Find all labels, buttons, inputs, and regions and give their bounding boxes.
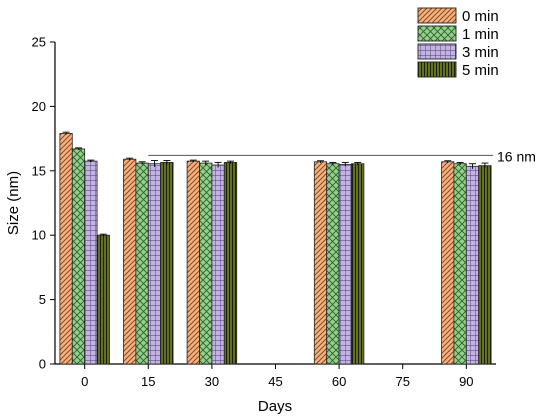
bar-3-min-day-30 [211,164,225,365]
bar-5-min-day-15 [160,162,174,365]
legend-swatch-0-min [417,7,457,24]
legend-label: 1 min [462,26,499,43]
bar-1-min-day-60 [326,163,340,365]
bar-0-min-day-30 [186,160,200,365]
reference-label: 16 nm [497,148,536,164]
bar-5-min-day-60 [351,163,365,365]
bar-1-min-day-30 [199,162,213,365]
legend-swatch-5-min [417,61,457,78]
bar-0-min-day-15 [123,158,137,365]
x-tick-label: 0 [81,374,88,389]
bar-0-min-day-90 [441,161,455,365]
legend-label: 3 min [462,44,499,61]
x-tick-label: 30 [205,374,219,389]
y-tick-label: 15 [32,163,46,178]
x-tick-label: 90 [459,374,473,389]
x-tick-label: 15 [141,374,155,389]
y-tick-label: 25 [32,35,46,50]
bar-1-min-day-0 [71,148,86,365]
legend-swatch-1-min [417,25,457,42]
bar-0-min-day-0 [59,133,73,365]
bar-1-min-day-15 [135,162,149,365]
bar-5-min-day-30 [223,162,238,365]
bar-1-min-day-90 [453,163,467,365]
x-axis-title: Days [258,398,292,415]
x-tick-label: 75 [395,374,409,389]
bar-5-min-day-0 [96,234,110,365]
y-tick-label: 20 [32,99,46,114]
bar-5-min-day-90 [478,165,492,365]
bar-0-min-day-60 [313,161,328,365]
bar-3-min-day-15 [147,163,162,365]
y-axis-title: Size (nm) [5,171,22,235]
legend-label: 5 min [462,62,499,79]
x-tick-label: 45 [268,374,282,389]
bar-3-min-day-90 [465,165,480,365]
y-tick-label: 0 [39,357,46,372]
y-tick-label: 5 [39,292,46,307]
bar-3-min-day-0 [84,160,98,365]
x-tick-label: 60 [332,374,346,389]
legend-label: 0 min [462,8,499,25]
bar-3-min-day-60 [338,163,352,365]
y-tick-label: 10 [32,228,46,243]
legend-swatch-3-min [417,43,457,60]
